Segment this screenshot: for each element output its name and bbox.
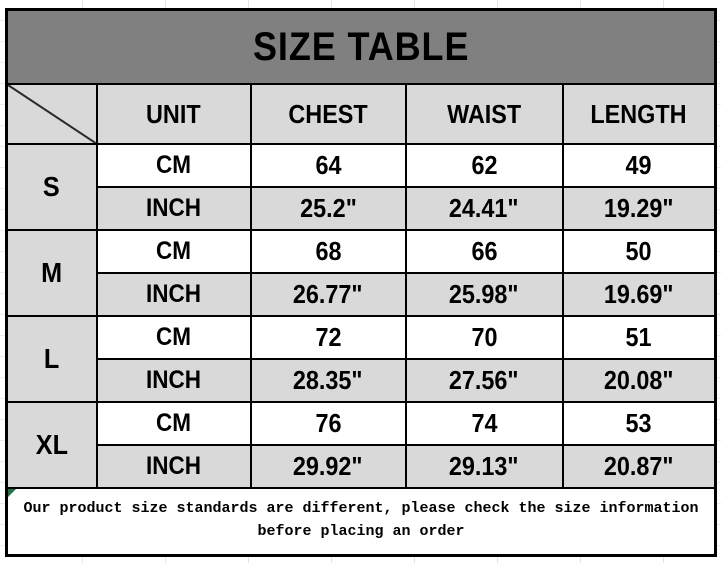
row-m-inch: INCH 26.77" 25.98" 19.69" — [7, 272, 717, 317]
value-cell: 74 — [404, 401, 564, 446]
unit-cell: CM — [95, 401, 252, 446]
value-cell: 64 — [249, 143, 407, 188]
value-cell: 26.77" — [249, 272, 407, 317]
value-cell: 20.08" — [561, 358, 717, 403]
diagonal-corner-cell — [5, 83, 98, 145]
header-chest: CHEST — [249, 83, 407, 145]
value-cell: 66 — [404, 229, 564, 274]
value-cell: 25.2" — [249, 186, 407, 231]
row-xl-cm: XL CM 76 74 53 — [5, 401, 717, 489]
size-table: SIZE TABLE UNIT CHEST WAIST LENGTH S CM … — [5, 8, 718, 557]
size-label-m: M — [5, 229, 98, 317]
size-label-l: L — [5, 315, 98, 403]
size-label-xl: XL — [5, 401, 98, 489]
row-m-cm: M CM 68 66 50 — [5, 229, 717, 317]
page-title: SIZE TABLE — [252, 24, 470, 69]
diagonal-slash-icon — [8, 85, 96, 143]
row-l-cm: L CM 72 70 51 — [5, 315, 717, 403]
footer-note: Our product size standards are different… — [23, 500, 699, 540]
value-cell: 53 — [561, 401, 717, 446]
header-waist: WAIST — [404, 83, 564, 145]
value-cell: 68 — [249, 229, 407, 274]
unit-cell: INCH — [95, 444, 252, 489]
header-unit: UNIT — [95, 83, 252, 145]
value-cell: 29.13" — [404, 444, 564, 489]
value-cell: 70 — [404, 315, 564, 360]
value-cell: 25.98" — [404, 272, 564, 317]
value-cell: 62 — [404, 143, 564, 188]
value-cell: 49 — [561, 143, 717, 188]
value-cell: 29.92" — [249, 444, 407, 489]
title-row: SIZE TABLE — [5, 8, 717, 85]
value-cell: 76 — [249, 401, 407, 446]
unit-cell: INCH — [95, 358, 252, 403]
size-label-s: S — [5, 143, 98, 231]
unit-cell: CM — [95, 315, 252, 360]
value-cell: 72 — [249, 315, 407, 360]
header-length: LENGTH — [561, 83, 717, 145]
value-cell: 51 — [561, 315, 717, 360]
unit-cell: CM — [95, 229, 252, 274]
value-cell: 24.41" — [404, 186, 564, 231]
title-cell: SIZE TABLE — [5, 8, 717, 85]
value-cell: 19.29" — [561, 186, 717, 231]
header-row: UNIT CHEST WAIST LENGTH — [5, 83, 717, 145]
value-cell: 20.87" — [561, 444, 717, 489]
value-cell: 50 — [561, 229, 717, 274]
value-cell: 28.35" — [249, 358, 407, 403]
row-l-inch: INCH 28.35" 27.56" 20.08" — [7, 358, 717, 403]
value-cell: 19.69" — [561, 272, 717, 317]
unit-cell: CM — [95, 143, 252, 188]
row-s-inch: INCH 25.2" 24.41" 19.29" — [7, 186, 717, 231]
value-cell: 27.56" — [404, 358, 564, 403]
unit-cell: INCH — [95, 186, 252, 231]
row-s-cm: S CM 64 62 49 — [5, 143, 717, 231]
row-xl-inch: INCH 29.92" 29.13" 20.87" — [7, 444, 717, 489]
green-corner-flag-icon — [8, 489, 16, 497]
footer-note-cell: Our product size standards are different… — [5, 487, 717, 557]
footer-row: Our product size standards are different… — [5, 487, 717, 557]
unit-cell: INCH — [95, 272, 252, 317]
